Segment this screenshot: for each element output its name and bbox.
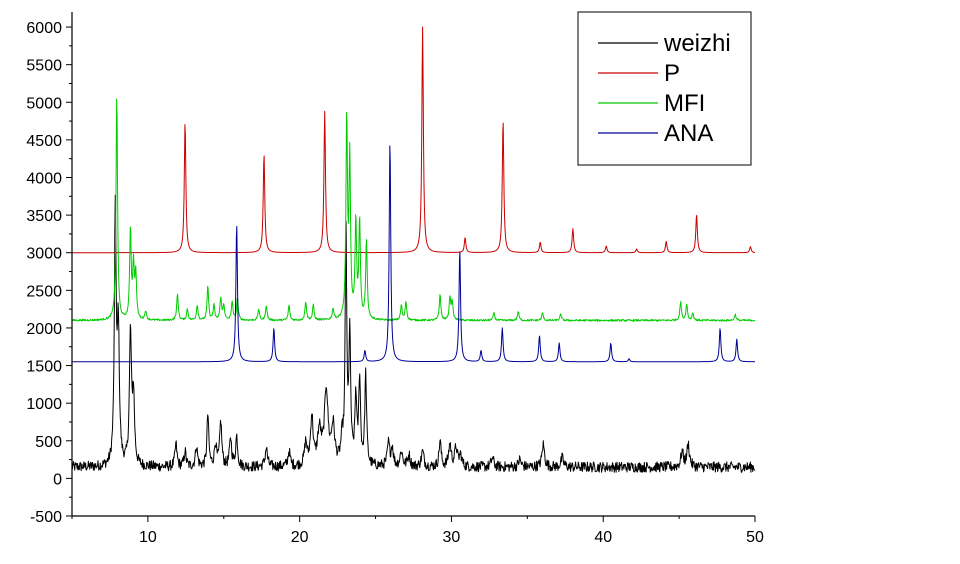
x-tick-label: 10 — [139, 529, 157, 546]
legend-box — [577, 11, 752, 166]
y-tick-label: 3000 — [26, 246, 62, 263]
series-line-weizhi — [71, 194, 756, 473]
series-line-ana — [71, 145, 756, 363]
y-tick-label: 2000 — [26, 321, 62, 338]
plot-series — [71, 26, 756, 473]
legend-label: weizhi — [663, 30, 731, 57]
x-tick-label: 30 — [443, 529, 461, 546]
y-tick-label: -500 — [30, 509, 62, 526]
y-tick-label: 5000 — [26, 95, 62, 112]
axes: -500 0 500 1000 1500 2000 2500 3000 3500 4000 4500… — [26, 12, 764, 546]
y-tick-label: 3500 — [26, 208, 62, 225]
legend-label: ANA — [664, 120, 713, 147]
legend-label: P — [664, 60, 680, 87]
y-tick-label: 1500 — [26, 359, 62, 376]
series-line-p — [71, 26, 756, 254]
x-tick-label: 20 — [291, 529, 309, 546]
series-line-mfi — [71, 98, 756, 322]
y-tick-label: 6000 — [26, 20, 62, 37]
x-tick-label: 40 — [594, 529, 612, 546]
y-tick-label: 4500 — [26, 133, 62, 150]
x-tick-label: 50 — [746, 529, 764, 546]
y-tick-label: 1000 — [26, 396, 62, 413]
y-tick-label: 500 — [35, 434, 62, 451]
legend-label: MFI — [664, 90, 705, 117]
y-tick-label: 5500 — [26, 58, 62, 75]
y-tick-label: 4000 — [26, 170, 62, 187]
y-tick-label: 2500 — [26, 283, 62, 300]
y-tick-label: 0 — [53, 471, 62, 488]
legend: weizhi P MFI ANA — [577, 11, 752, 166]
